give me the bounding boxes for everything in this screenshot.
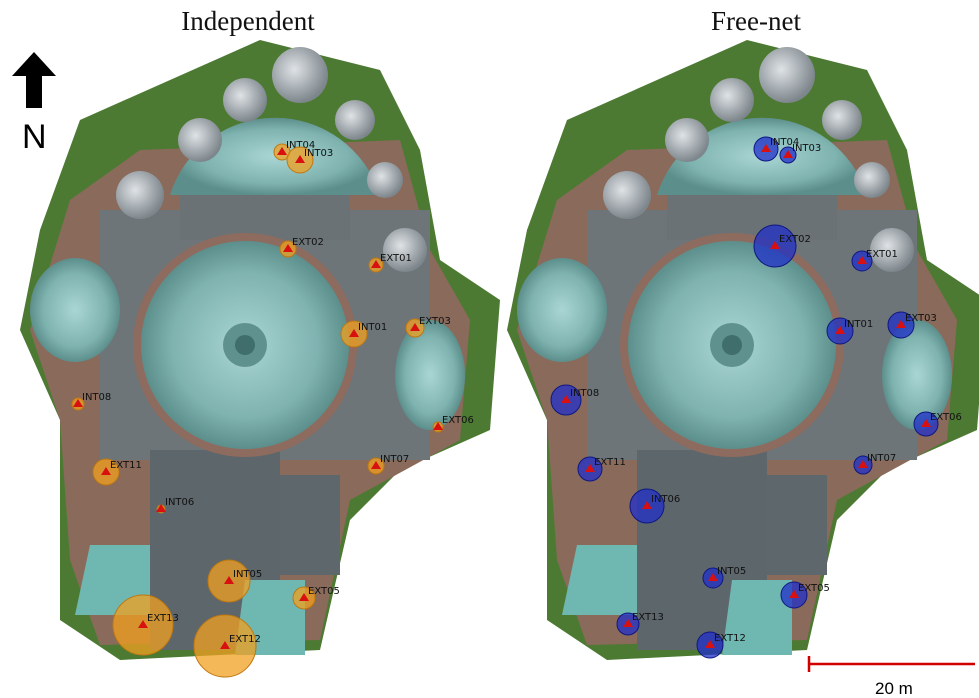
free-net-point-label-ext05: EXT05 [798,583,830,594]
independent-point-marker-ext02 [283,244,293,252]
scale-bar-label: 20 m [875,679,913,698]
independent-point-label-int05: INT05 [233,569,262,580]
free-net-point-marker-int01 [835,326,845,334]
scale-bar [807,656,975,672]
free-net-point-label-int01: INT01 [844,319,873,330]
free-net-point-label-int04: INT04 [770,137,799,148]
panel-title-independent: Independent [181,6,315,36]
independent-point-label-ext03: EXT03 [419,316,451,327]
panel-title-free-net: Free-net [711,6,801,36]
free-net-point-label-ext12: EXT12 [714,633,746,644]
independent-point-marker-ext13 [138,620,148,628]
free-net-point-marker-ext13 [623,619,633,627]
independent-point-label-int04: INT04 [286,140,315,151]
free-net-point-label-ext02: EXT02 [779,234,811,245]
independent-point-label-int03: INT03 [304,148,333,159]
independent-point-label-ext12: EXT12 [229,634,261,645]
independent-point-label-ext13: EXT13 [147,613,179,624]
free-net-point-marker-ext05 [789,590,799,598]
independent-point-marker-ext11 [101,467,111,475]
independent-point-label-int07: INT07 [380,454,409,465]
independent-point-label-ext11: EXT11 [110,460,142,471]
free-net-point-label-int05: INT05 [717,566,746,577]
independent-point-marker-ext05 [299,593,309,601]
independent-point-marker-int06 [156,504,166,512]
free-net-point-marker-int06 [642,501,652,509]
free-net-point-marker-int04 [761,144,771,152]
independent-point-marker-int05 [224,576,234,584]
independent-point-label-int01: INT01 [358,322,387,333]
free-net-point-label-int06: INT06 [651,494,680,505]
free-net-point-marker-ext02 [770,241,780,249]
free-net-point-label-ext06: EXT06 [930,412,962,423]
independent-point-marker-int04 [277,147,287,155]
free-net-point-marker-ext03 [896,320,906,328]
free-net-point-label-int03: INT03 [792,143,821,154]
free-net-point-marker-ext01 [857,256,867,264]
free-net-point-label-int07: INT07 [867,453,896,464]
independent-point-label-int08: INT08 [82,392,111,403]
independent-point-marker-int01 [349,329,359,337]
north-arrow-icon [12,52,56,108]
free-net-point-marker-int05 [708,573,718,581]
independent-point-label-ext02: EXT02 [292,237,324,248]
free-net-point-marker-int07 [858,460,868,468]
independent-point-label-ext01: EXT01 [380,253,412,264]
free-net-point-label-int08: INT08 [570,388,599,399]
independent-point-marker-ext06 [433,422,443,430]
independent-point-marker-int07 [371,461,381,469]
free-net-point-marker-ext12 [705,640,715,648]
free-net-point-marker-int03 [783,150,793,158]
independent-point-marker-ext12 [220,641,230,649]
free-net-point-label-ext01: EXT01 [866,249,898,260]
compass-letter: N [22,118,47,156]
free-net-point-marker-int08 [561,395,571,403]
independent-point-marker-int03 [295,155,305,163]
free-net-point-marker-ext11 [585,464,595,472]
independent-point-marker-int08 [73,399,83,407]
independent-point-marker-ext03 [410,323,420,331]
free-net-point-label-ext11: EXT11 [594,457,626,468]
independent-point-label-ext06: EXT06 [442,415,474,426]
free-net-point-label-ext03: EXT03 [905,313,937,324]
free-net-point-marker-ext06 [921,419,931,427]
independent-point-label-int06: INT06 [165,497,194,508]
independent-point-marker-ext01 [371,260,381,268]
independent-point-label-ext05: EXT05 [308,586,340,597]
free-net-point-label-ext13: EXT13 [632,612,664,623]
